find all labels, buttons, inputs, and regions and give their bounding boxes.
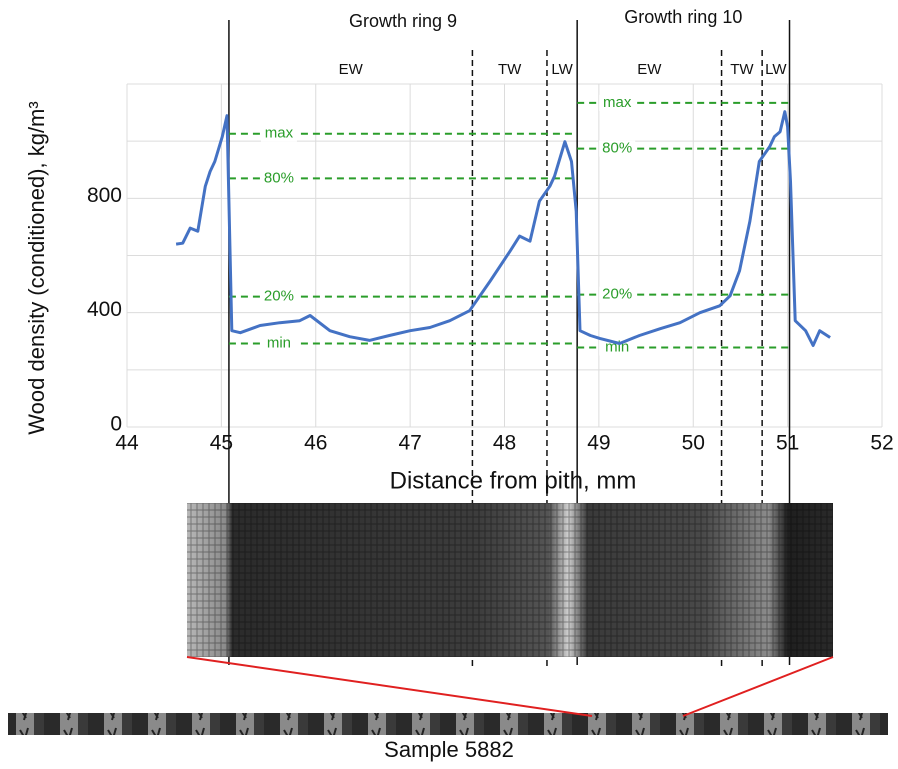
y-tick-label: 400 [87, 298, 122, 321]
level-label: max [603, 94, 632, 111]
level-label-bg [599, 94, 636, 111]
x-tick-label: 44 [115, 432, 139, 455]
zone-label: TW [498, 61, 522, 78]
level-label-bg [599, 140, 636, 157]
x-tick-label: 47 [398, 432, 421, 455]
zone-label: TW [730, 61, 754, 78]
level-label: 20% [602, 286, 632, 303]
y-axis-label: Wood density (conditioned), kg/m³ [24, 101, 49, 434]
level-label-bg [599, 286, 636, 303]
annotations: Growth ring 9 EW TW LW max 80% 20% min Growth ri… [228, 7, 791, 670]
level-label: 80% [602, 140, 632, 157]
x-tick-label: 49 [587, 432, 610, 455]
zoom-line [186, 656, 593, 717]
level-label: max [265, 125, 294, 142]
x-tick-label: 52 [870, 432, 893, 455]
zone-label: LW [765, 61, 787, 78]
x-tick-label: 51 [776, 432, 799, 455]
x-tick-label: 46 [304, 432, 327, 455]
level-label-bg [260, 125, 297, 142]
level-label: min [267, 335, 291, 352]
zoom-line [682, 656, 834, 717]
level-label-bg [260, 170, 297, 187]
zone-label: EW [637, 61, 662, 78]
x-tick-label: 45 [210, 432, 233, 455]
grid: 44 45 46 47 48 49 50 51 52 0 400 800 [87, 83, 894, 455]
x-tick-label: 48 [493, 432, 516, 455]
y-tick-label: 800 [87, 184, 122, 207]
marks [175, 110, 831, 347]
level-label-bg [599, 339, 636, 356]
zone-label: LW [551, 61, 573, 78]
level-label-bg [260, 335, 297, 352]
zone-label: EW [339, 61, 364, 78]
y-tick-label: 0 [110, 413, 122, 436]
density-line [175, 110, 831, 347]
ring-title: Growth ring 10 [624, 7, 742, 27]
sample-strip [8, 713, 888, 735]
sample-images [8, 503, 888, 735]
x-axis-label: Distance from pith, mm [390, 467, 637, 494]
sample-caption: Sample 5882 [384, 737, 514, 762]
level-label-bg [260, 288, 297, 305]
ring-title: Growth ring 9 [349, 11, 457, 31]
level-label: 80% [264, 169, 294, 186]
x-tick-label: 50 [682, 432, 705, 455]
level-label: 20% [264, 288, 294, 305]
cell-texture [187, 503, 833, 657]
